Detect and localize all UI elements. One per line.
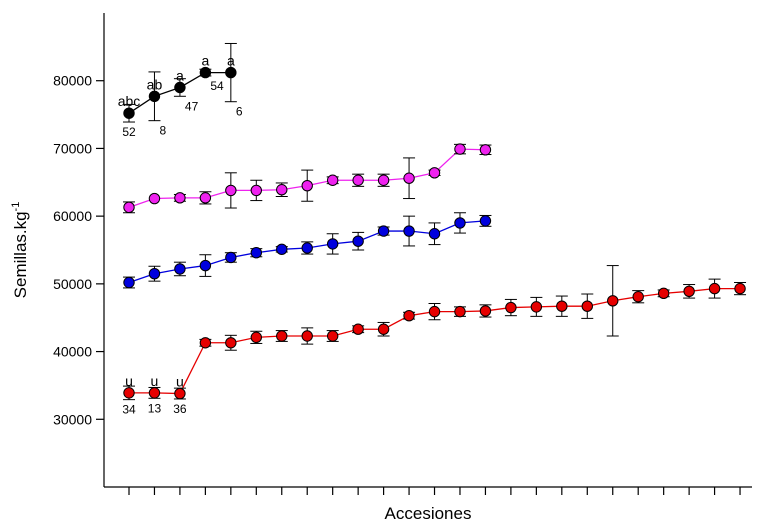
y-axis-label-main: Semillas.kg — [11, 211, 30, 298]
data-point-magenta — [301, 179, 313, 192]
sample-count: 34 — [122, 403, 136, 417]
data-point-red — [326, 330, 339, 342]
data-point-blue — [377, 225, 390, 237]
data-point-blue — [225, 251, 237, 264]
significance-letter: ab — [147, 76, 163, 92]
data-point-magenta — [174, 192, 186, 204]
data-point-red — [250, 331, 262, 344]
data-point-magenta — [276, 184, 288, 196]
sample-count: 47 — [185, 99, 199, 113]
sample-count: 36 — [173, 402, 187, 416]
y-tick-label: 40000 — [53, 344, 92, 360]
data-point-blue — [428, 228, 441, 240]
data-point-blue — [174, 263, 186, 275]
data-point-red — [479, 305, 492, 317]
data-point-red — [632, 291, 644, 303]
significance-letter: a — [201, 53, 209, 69]
data-point-red — [276, 330, 288, 342]
data-point-black — [148, 90, 161, 102]
y-tick-label: 30000 — [53, 411, 92, 427]
data-point-red — [581, 300, 593, 312]
data-point-blue — [301, 242, 313, 254]
data-point-red — [377, 323, 390, 335]
significance-letter: abc — [118, 93, 141, 109]
data-point-black — [225, 66, 237, 79]
data-point-blue — [250, 247, 262, 259]
data-point-magenta — [326, 174, 339, 186]
data-point-red — [225, 337, 237, 349]
y-tick-label: 80000 — [53, 73, 92, 89]
data-point-red — [454, 305, 466, 318]
y-axis-ticks: 30000 40000 50000 60000 70000 80000 — [53, 73, 104, 427]
sample-count: 54 — [210, 79, 224, 93]
significance-letter: u — [176, 374, 184, 390]
data-point-magenta — [225, 184, 237, 197]
data-point-magenta — [352, 174, 364, 186]
data-point-red — [734, 282, 746, 295]
data-point-magenta — [123, 201, 135, 214]
y-axis-label-superscript: -1 — [10, 202, 22, 212]
y-tick-label: 70000 — [53, 140, 92, 156]
y-tick-label: 50000 — [53, 276, 92, 292]
data-point-red — [123, 387, 135, 399]
data-point-blue — [123, 276, 135, 289]
data-point-black — [199, 66, 212, 79]
x-axis-label: Accesiones — [385, 504, 472, 523]
data-point-blue — [199, 259, 212, 272]
y-tick-label: 60000 — [53, 208, 92, 224]
data-point-magenta — [148, 192, 161, 205]
data-point-red — [403, 309, 415, 322]
data-point-magenta — [250, 184, 262, 197]
sample-count: 8 — [159, 124, 166, 138]
data-point-magenta — [454, 143, 466, 155]
y-axis-label: Semillas.kg-1 — [10, 202, 30, 299]
data-point-black — [174, 81, 186, 94]
data-point-magenta — [199, 192, 212, 204]
x-axis-ticks — [128, 487, 741, 495]
data-point-red — [556, 300, 568, 312]
data-point-blue — [352, 235, 364, 247]
data-point-blue — [403, 225, 415, 237]
data-point-red — [607, 295, 619, 307]
data-point-red — [301, 330, 313, 342]
data-point-blue — [454, 217, 466, 229]
data-point-magenta — [403, 172, 415, 184]
data-point-red — [708, 282, 721, 295]
data-point-red — [352, 323, 364, 335]
sample-count: 6 — [236, 105, 243, 119]
data-point-red — [148, 387, 161, 399]
data-point-magenta — [428, 167, 441, 179]
data-point-red — [505, 301, 517, 314]
data-point-magenta — [479, 144, 492, 156]
data-point-blue — [479, 215, 492, 227]
data-point-red — [199, 337, 212, 349]
data-point-blue — [276, 243, 288, 256]
data-point-red — [174, 387, 186, 400]
series-red: u u u 34 13 36 — [122, 265, 747, 417]
series-magenta — [123, 143, 492, 214]
significance-letter: a — [227, 53, 235, 69]
data-point-red — [657, 287, 670, 300]
significance-letter: u — [151, 373, 159, 389]
data-point-red — [683, 285, 695, 298]
significance-letter: u — [125, 373, 133, 389]
sample-count: 52 — [122, 125, 136, 139]
data-point-blue — [326, 238, 339, 250]
data-point-red — [530, 301, 543, 313]
data-point-blue — [148, 268, 161, 280]
sample-count: 13 — [148, 401, 162, 415]
significance-letter: a — [176, 67, 184, 83]
data-point-black — [123, 107, 135, 119]
axes-frame — [103, 13, 752, 488]
series-blue — [123, 212, 492, 289]
data-point-magenta — [377, 174, 390, 186]
data-point-red — [428, 305, 441, 318]
